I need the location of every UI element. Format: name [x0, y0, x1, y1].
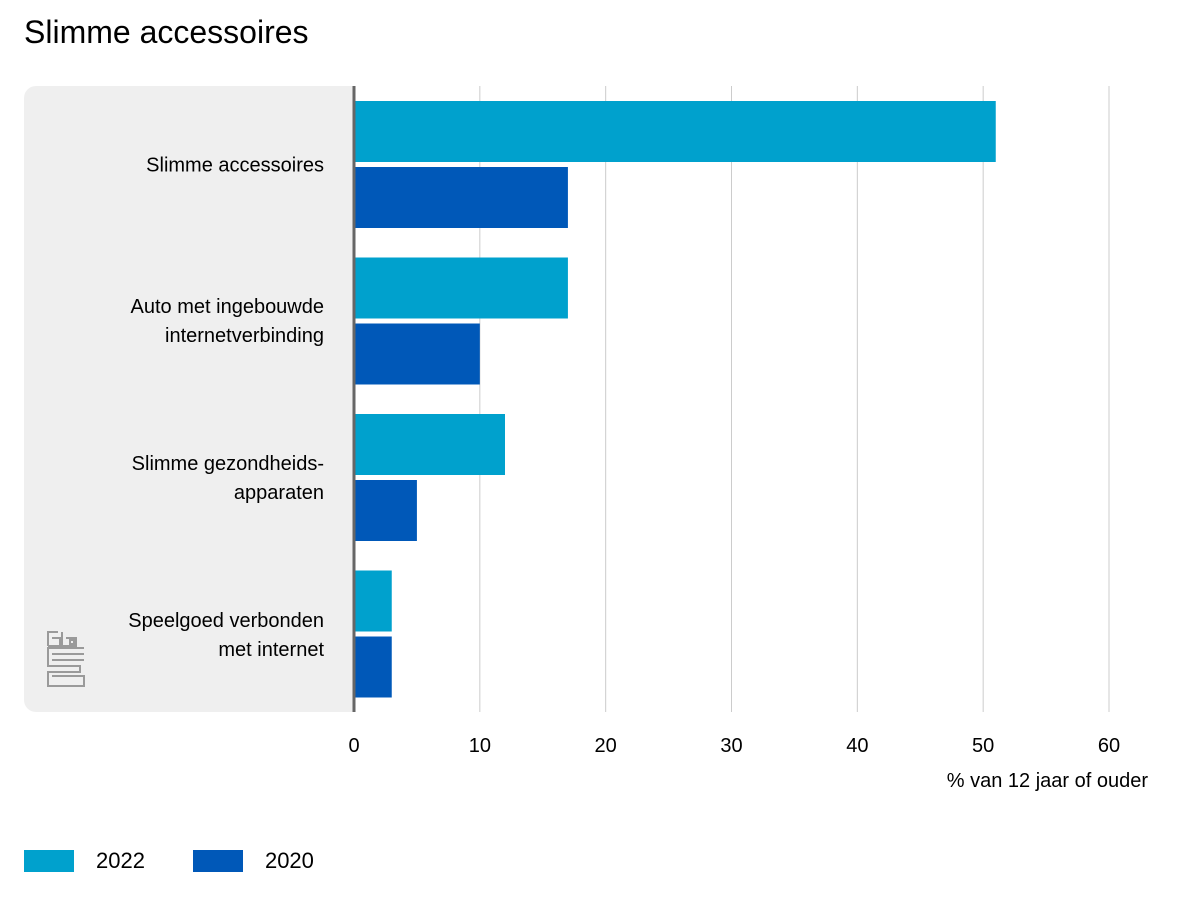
x-tick-label-20: 20	[595, 735, 617, 757]
chart-title: Slimme accessoires	[24, 14, 309, 50]
legend: 2022 2020	[24, 848, 362, 874]
category-label-slimme-accessoires: Slimme accessoires	[146, 154, 324, 177]
legend-label-2020: 2020	[264, 848, 314, 873]
bar-2022-0[interactable]	[354, 101, 996, 162]
bar-2020-1[interactable]	[354, 323, 480, 385]
legend-swatch-2020	[192, 850, 243, 872]
category-label-speelgoed: Speelgoed verbonden met internet	[128, 610, 324, 661]
bar-2022-2[interactable]	[354, 414, 505, 475]
legend-label-2022: 2022	[96, 848, 145, 873]
bar-2020-3[interactable]	[354, 636, 392, 698]
x-tick-label-60: 60	[1098, 735, 1120, 757]
bar-2022-3[interactable]	[354, 570, 392, 632]
legend-item-2022[interactable]: 2022	[24, 848, 145, 874]
legend-swatch-2022	[24, 850, 74, 872]
category-label-auto-met-internet: Auto met ingebouwde internetverbinding	[130, 296, 324, 347]
x-tick-label-0: 0	[348, 735, 359, 757]
bar-2020-2[interactable]	[354, 480, 417, 541]
category-label-gezondheidsapparaten: Slimme gezondheids- apparaten	[131, 453, 324, 504]
cbs-logo-icon	[47, 631, 85, 687]
bar-2020-0[interactable]	[354, 167, 568, 228]
category-label-panel	[24, 86, 354, 712]
x-axis-title: % van 12 jaar of ouder	[946, 770, 1148, 792]
legend-item-2020[interactable]: 2020	[192, 848, 314, 874]
x-tick-label-30: 30	[720, 735, 742, 757]
x-tick-label-10: 10	[469, 735, 491, 757]
x-tick-label-40: 40	[846, 735, 868, 757]
x-tick-label-50: 50	[972, 735, 994, 757]
bar-2022-1[interactable]	[354, 257, 568, 319]
